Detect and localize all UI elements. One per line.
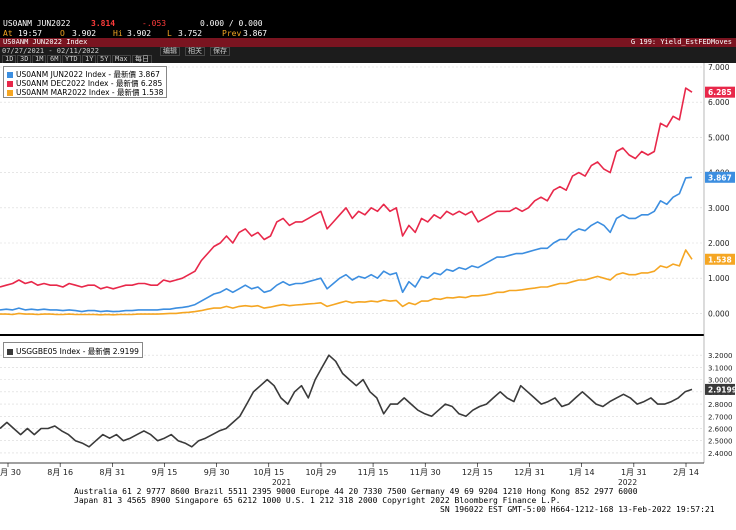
- top-y-tick-label: 0.000: [708, 309, 730, 318]
- bottom-y-tick-label: 3.0000: [708, 377, 733, 385]
- last-label-jun-value: 3.867: [708, 173, 732, 182]
- x-tick-label: 11月 30: [410, 468, 441, 477]
- footer-line-1: Australia 61 2 9777 8600 Brazil 5511 239…: [74, 487, 638, 496]
- related-button[interactable]: 相关: [185, 47, 205, 56]
- top-legend[interactable]: US0ANM JUN2022 Index - 最新價 3.867 US0ANM …: [3, 66, 167, 98]
- legend-label-bund: USGGBE05 Index - 最新價 2.9199: [16, 347, 139, 356]
- top-y-tick-label: 3.000: [708, 204, 730, 213]
- last-label-mar-value: 1.538: [708, 255, 732, 264]
- open-label: O: [60, 29, 65, 38]
- ticker-label: US0ANM JUN2022: [3, 19, 71, 28]
- series-line-mar: [0, 249, 693, 316]
- x-tick-label: 12月 15: [462, 468, 493, 477]
- x-tick-label: 1月 14: [569, 468, 595, 477]
- legend-swatch-bund: [7, 349, 13, 355]
- x-tick-label: 12月 31: [514, 468, 545, 477]
- axis-background: [704, 63, 736, 486]
- legend-item-bund: USGGBE05 Index - 最新價 2.9199: [7, 346, 139, 357]
- bid-ask: 0.000 / 0.000: [200, 19, 263, 28]
- prev-label: Prev: [222, 29, 242, 38]
- high-label: Hi: [113, 29, 123, 38]
- bottom-y-tick-label: 2.8000: [708, 401, 733, 409]
- prev-value: 3.867: [243, 29, 268, 38]
- high-value: 3.902: [127, 29, 152, 38]
- bottom-legend[interactable]: USGGBE05 Index - 最新價 2.9199: [3, 342, 143, 358]
- bottom-y-tick-label: 3.1000: [708, 364, 733, 372]
- x-year-label-2022: 2022: [618, 478, 637, 486]
- top-y-tick-label: 1.000: [708, 274, 730, 283]
- at-label: At: [3, 29, 13, 38]
- last-price: 3.814: [91, 19, 116, 28]
- footer-line-3: SN 196022 EST GMT-5:00 H664-1212-168 13-…: [440, 505, 715, 514]
- top-y-tick-label: 7.000: [708, 63, 730, 72]
- legend-label-jun: US0ANM JUN2022 Index - 最新價 3.867: [16, 70, 160, 79]
- last-label-mar-tag: [705, 253, 735, 265]
- legend-item-mar: US0ANM MAR2022 Index - 最新價 1.538: [7, 87, 163, 98]
- legend-swatch-mar: [7, 90, 13, 96]
- last-label-dec-value: 6.285: [708, 88, 732, 97]
- date-range[interactable]: 07/27/2021 - 02/11/2022: [2, 47, 99, 55]
- low-label: L: [167, 29, 172, 38]
- bottom-y-tick-label: 3.2000: [708, 352, 733, 360]
- footer-line-2: Japan 81 3 4565 8900 Singapore 65 6212 1…: [74, 496, 561, 505]
- change-value: -.053: [142, 19, 167, 28]
- bottom-y-tick-label: 2.7000: [708, 413, 733, 421]
- last-value-labels: 6.285 3.867 1.538 2.9199: [705, 86, 736, 395]
- x-year-label-2021: 2021: [272, 478, 291, 486]
- x-tick-label: 10月 15: [253, 468, 284, 477]
- at-time: 19:57: [18, 29, 43, 38]
- bottom-y-axis: 3.20003.10003.00002.90002.80002.70002.60…: [708, 352, 733, 458]
- x-tick-label: 2月 14: [673, 468, 699, 477]
- last-label-bund-value: 2.9199: [708, 385, 736, 394]
- top-series-group: [0, 87, 693, 316]
- x-axis: 7月 30 8月 16 8月 31 9月 15 9月 30 10月 15 10月 29 11月…: [0, 462, 704, 486]
- edit-button[interactable]: 编辑: [160, 47, 180, 56]
- top-y-tick-label: 6.000: [708, 98, 730, 107]
- top-gridlines: [0, 66, 704, 314]
- x-tick-label: 8月 31: [99, 468, 125, 477]
- x-tick-label: 8月 16: [47, 468, 73, 477]
- legend-label-mar: US0ANM MAR2022 Index - 最新價 1.538: [16, 88, 164, 97]
- quote-header: US0ANM JUN2022 3.814 -.053 0.000 / 0.000…: [0, 0, 736, 38]
- last-label-jun-tag: [705, 171, 735, 183]
- x-tick-label: 9月 15: [152, 468, 178, 477]
- save-button[interactable]: 保存: [210, 47, 230, 56]
- last-label-dec-tag: [705, 86, 735, 98]
- low-value: 3.752: [178, 29, 203, 38]
- index-title: US0ANM JUN2022 Index: [3, 38, 88, 46]
- legend-swatch-dec: [7, 81, 13, 87]
- bottom-series-group: [0, 354, 693, 448]
- x-tick-label: 7月 30: [0, 468, 21, 477]
- series-line-dec: [0, 87, 693, 290]
- bottom-y-tick-label: 2.6000: [708, 425, 733, 433]
- top-y-tick-label: 2.000: [708, 239, 730, 248]
- top-plot-background: [0, 63, 704, 333]
- bottom-y-tick-label: 2.5000: [708, 438, 733, 446]
- chart-area: 7.0006.0005.0004.0003.0002.0001.0000.000…: [0, 63, 736, 486]
- index-title-row: US0ANM JUN2022 Index: [0, 38, 300, 47]
- legend-swatch-jun: [7, 72, 13, 78]
- x-tick-label: 1月 31: [621, 468, 647, 477]
- series-line-bund: [0, 354, 693, 448]
- last-label-bund-tag: [705, 383, 735, 395]
- x-tick-label: 9月 30: [204, 468, 230, 477]
- title-bar: [0, 38, 736, 47]
- top-y-tick-label: 5.000: [708, 133, 730, 142]
- x-tick-label: 11月 15: [358, 468, 389, 477]
- bottom-y-tick-label: 2.4000: [708, 450, 733, 458]
- open-value: 3.902: [72, 29, 97, 38]
- footer: Australia 61 2 9777 8600 Brazil 5511 239…: [0, 486, 736, 530]
- template-label[interactable]: G 199: Yield_EstFEDMoves: [630, 38, 732, 46]
- chart-toolbar: 07/27/2021 - 02/11/2022 1D 3D 1M 6M YTD …: [0, 47, 736, 64]
- legend-label-dec: US0ANM DEC2022 Index - 最新價 6.285: [16, 79, 163, 88]
- series-line-jun: [0, 176, 693, 313]
- legend-item-jun: US0ANM JUN2022 Index - 最新價 3.867: [7, 69, 160, 80]
- x-tick-label: 10月 29: [305, 468, 336, 477]
- legend-item-dec: US0ANM DEC2022 Index - 最新價 6.285: [7, 78, 162, 89]
